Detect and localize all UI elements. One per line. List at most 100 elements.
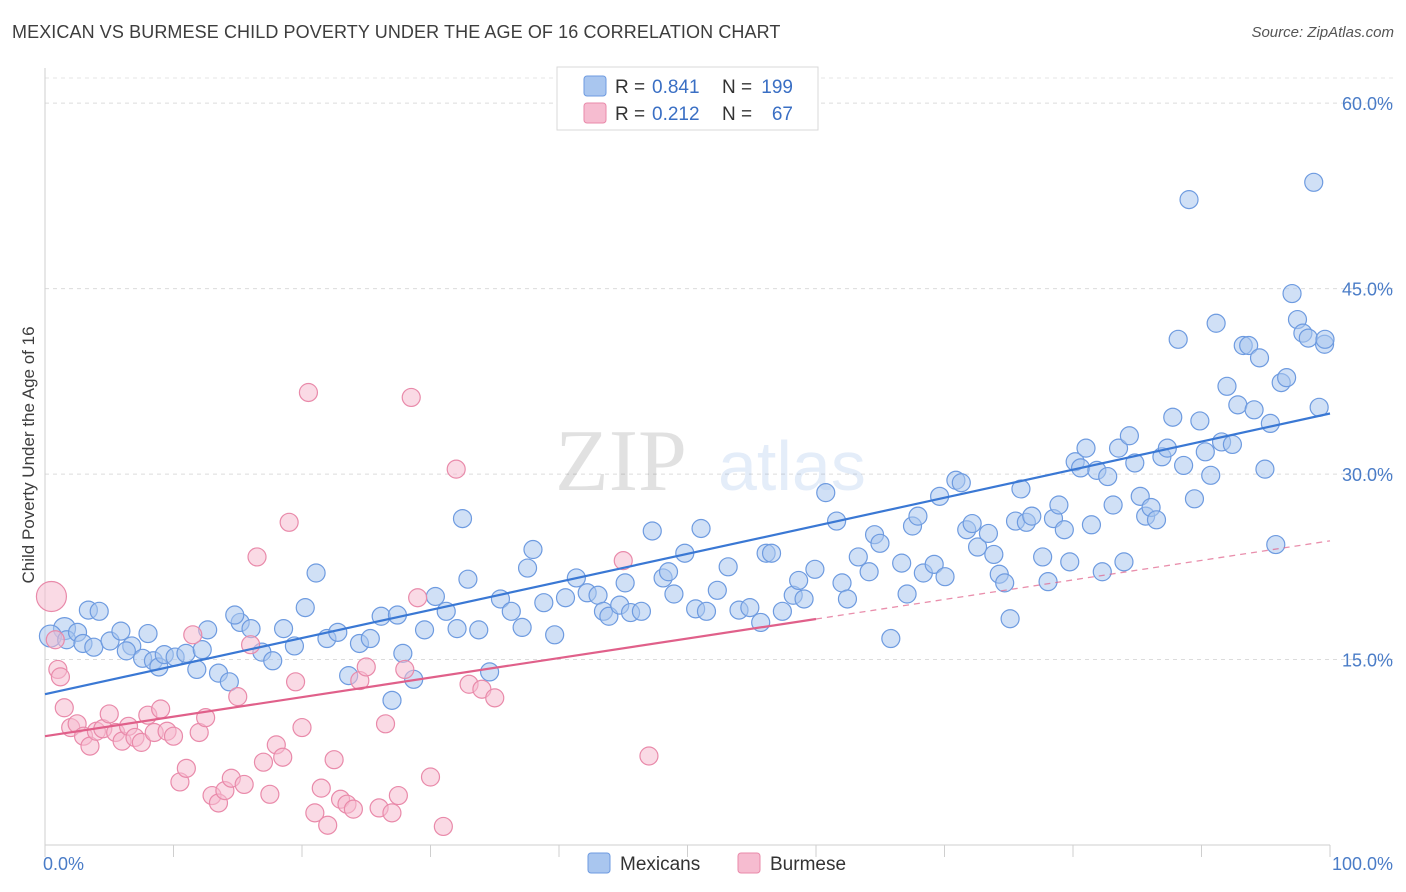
- series-mexicans: [38, 172, 1335, 710]
- point-burmese-66: [639, 746, 659, 766]
- point-mexicans-21: [192, 640, 212, 660]
- point-mexicans-76: [707, 580, 727, 600]
- point-mexicans-153: [1217, 376, 1237, 396]
- point-mexicans-119: [1033, 547, 1053, 567]
- point-mexicans-68: [642, 521, 662, 541]
- watermark-atlas: atlas: [718, 427, 866, 505]
- point-mexicans-95: [870, 533, 890, 553]
- series-burmese: [35, 382, 659, 837]
- point-mexicans-93: [859, 562, 879, 582]
- point-mexicans-92: [848, 547, 868, 567]
- point-mexicans-113: [995, 573, 1015, 593]
- point-mexicans-104: [935, 567, 955, 587]
- point-burmese-64: [485, 688, 505, 708]
- axes: [44, 68, 1331, 857]
- legend-swatch-burmese: [583, 102, 607, 124]
- x-tick-label-0: 0.0%: [43, 854, 84, 874]
- x-tick-label-1: 100.0%: [1332, 854, 1393, 874]
- point-mexicans-151: [1206, 313, 1226, 333]
- legend-bottom-swatch-mexicans: [587, 852, 611, 874]
- point-mexicans-160: [1255, 459, 1275, 479]
- point-burmese-38: [273, 747, 293, 767]
- trend-line-burmese-extension: [815, 540, 1331, 620]
- point-mexicans-106: [951, 473, 971, 493]
- point-mexicans-111: [984, 544, 1004, 565]
- point-mexicans-109: [967, 537, 988, 557]
- point-burmese-44: [311, 778, 331, 798]
- point-burmese-31: [228, 687, 248, 707]
- point-mexicans-150: [1201, 465, 1221, 485]
- point-mexicans-149: [1195, 442, 1215, 462]
- legend-r-label-mexicans: R =: [615, 77, 645, 98]
- point-mexicans-56: [534, 593, 554, 613]
- point-mexicans-118: [1022, 506, 1042, 526]
- point-mexicans-132: [1103, 495, 1123, 515]
- point-mexicans-87: [805, 559, 825, 579]
- point-burmese-1: [45, 630, 65, 650]
- watermark-zip: ZIP: [555, 413, 687, 510]
- trend-line-mexicans: [44, 412, 1331, 696]
- point-mexicans-23: [219, 672, 239, 692]
- point-mexicans-114: [1000, 609, 1020, 629]
- point-mexicans-17: [138, 623, 158, 644]
- point-mexicans-48: [458, 569, 478, 589]
- point-mexicans-65: [615, 573, 635, 593]
- point-burmese-35: [253, 752, 274, 772]
- point-burmese-40: [285, 672, 306, 692]
- point-mexicans-100: [908, 506, 928, 526]
- point-mexicans-58: [555, 588, 576, 608]
- point-burmese-39: [279, 512, 299, 532]
- legend-bottom-label-burmese: Burmese: [770, 854, 846, 875]
- point-mexicans-127: [1076, 438, 1096, 458]
- point-mexicans-61: [588, 585, 608, 605]
- point-mexicans-18: [176, 643, 196, 663]
- legend-n-value-mexicans: 199: [761, 77, 793, 98]
- point-mexicans-37: [360, 628, 380, 649]
- point-burmese-0: [35, 580, 68, 613]
- point-mexicans-83: [772, 601, 792, 621]
- point-mexicans-46: [447, 619, 467, 639]
- point-mexicans-9: [111, 621, 131, 641]
- point-mexicans-53: [512, 617, 532, 638]
- point-mexicans-26: [241, 619, 261, 639]
- legend-top: R = 0.841 N = 199 R = 0.212 N = 67: [556, 66, 819, 131]
- point-mexicans-135: [1119, 426, 1139, 446]
- point-burmese-56: [395, 659, 415, 680]
- source-note: Source: ZipAtlas.com: [1251, 24, 1394, 41]
- legend-bottom-swatch-burmese: [737, 852, 761, 874]
- point-mexicans-57: [545, 625, 565, 645]
- point-mexicans-161: [1260, 413, 1280, 433]
- point-burmese-51: [356, 657, 376, 677]
- legend-n-value-burmese: 67: [772, 104, 793, 125]
- point-burmese-32: [234, 774, 254, 795]
- point-mexicans-52: [501, 601, 521, 621]
- point-mexicans-172: [1315, 329, 1335, 349]
- point-mexicans-55: [517, 558, 538, 578]
- point-burmese-23: [176, 758, 196, 778]
- trend-lines: [44, 412, 1331, 738]
- point-mexicans-140: [1146, 510, 1167, 530]
- chart-title: MEXICAN VS BURMESE CHILD POVERTY UNDER T…: [12, 22, 781, 42]
- point-mexicans-79: [740, 598, 760, 618]
- point-mexicans-71: [664, 584, 684, 604]
- point-mexicans-11: [116, 641, 136, 661]
- point-mexicans-164: [1277, 368, 1297, 388]
- point-burmese-34: [247, 547, 267, 567]
- point-mexicans-41: [393, 643, 413, 663]
- point-mexicans-86: [794, 589, 814, 609]
- point-mexicans-157: [1239, 335, 1259, 356]
- point-mexicans-159: [1249, 348, 1270, 368]
- point-burmese-53: [375, 714, 396, 734]
- point-mexicans-134: [1114, 552, 1134, 572]
- point-mexicans-110: [978, 523, 999, 544]
- legend-swatch-mexicans: [583, 75, 607, 97]
- point-mexicans-75: [696, 601, 717, 621]
- point-mexicans-143: [1163, 407, 1183, 427]
- point-burmese-3: [50, 667, 71, 687]
- x-tick-labels: 0.0% 100.0%: [43, 854, 1393, 874]
- point-mexicans-39: [382, 690, 402, 710]
- point-burmese-58: [408, 588, 428, 608]
- point-mexicans-28: [263, 651, 283, 671]
- point-mexicans-96: [881, 628, 901, 649]
